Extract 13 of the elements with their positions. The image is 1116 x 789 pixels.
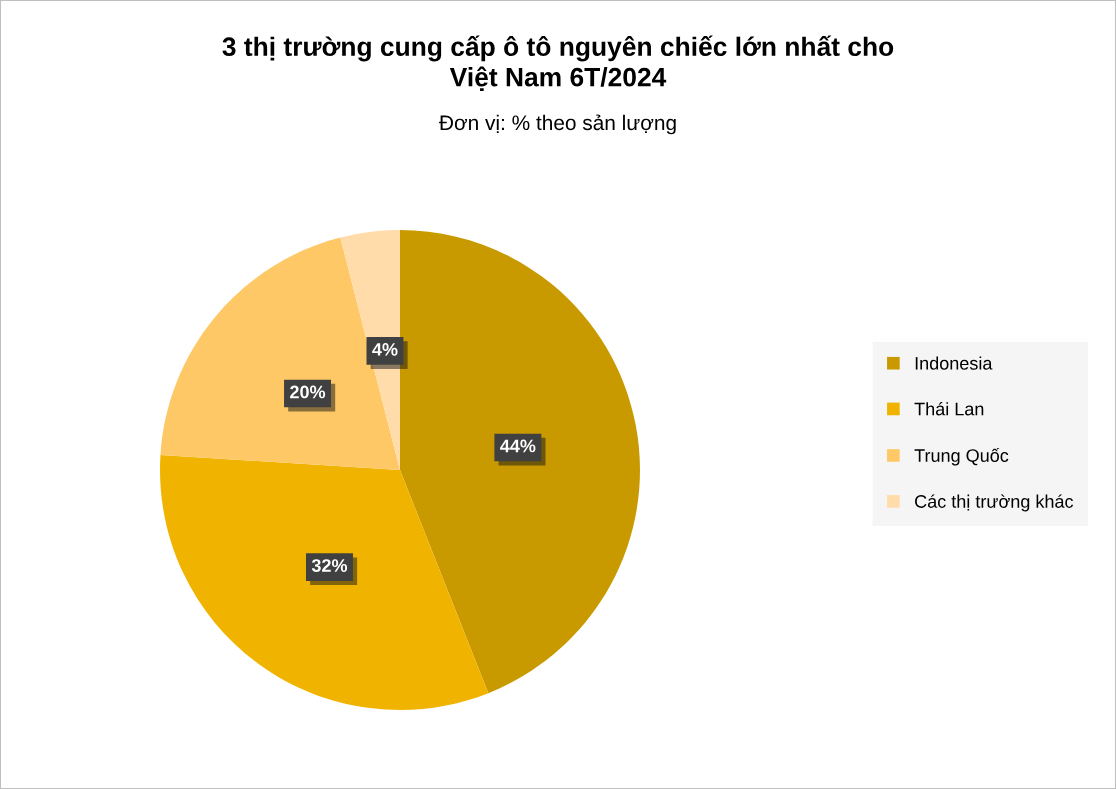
data-label: 32% — [311, 559, 348, 572]
pie-slice — [160, 454, 489, 710]
pie-slice — [400, 230, 640, 694]
chart-subtitle: Đơn vị: % theo sản lượng — [439, 114, 676, 135]
pie-slice — [160, 237, 400, 470]
legend-label: Các thị trường khác — [915, 494, 1074, 512]
data-label: 44% — [500, 439, 536, 453]
data-label: 4% — [372, 343, 398, 356]
legend-label: Thái Lan — [914, 401, 984, 416]
chart-title: 3 thị trường cung cấp ô tô nguyên chiếc lớn nhất cho Việt Nam 6T/2024 — [222, 35, 894, 91]
legend-label: Trung Quốc — [914, 447, 1009, 466]
legend-label: Indonesia — [915, 356, 993, 370]
data-label: 20% — [290, 385, 326, 399]
